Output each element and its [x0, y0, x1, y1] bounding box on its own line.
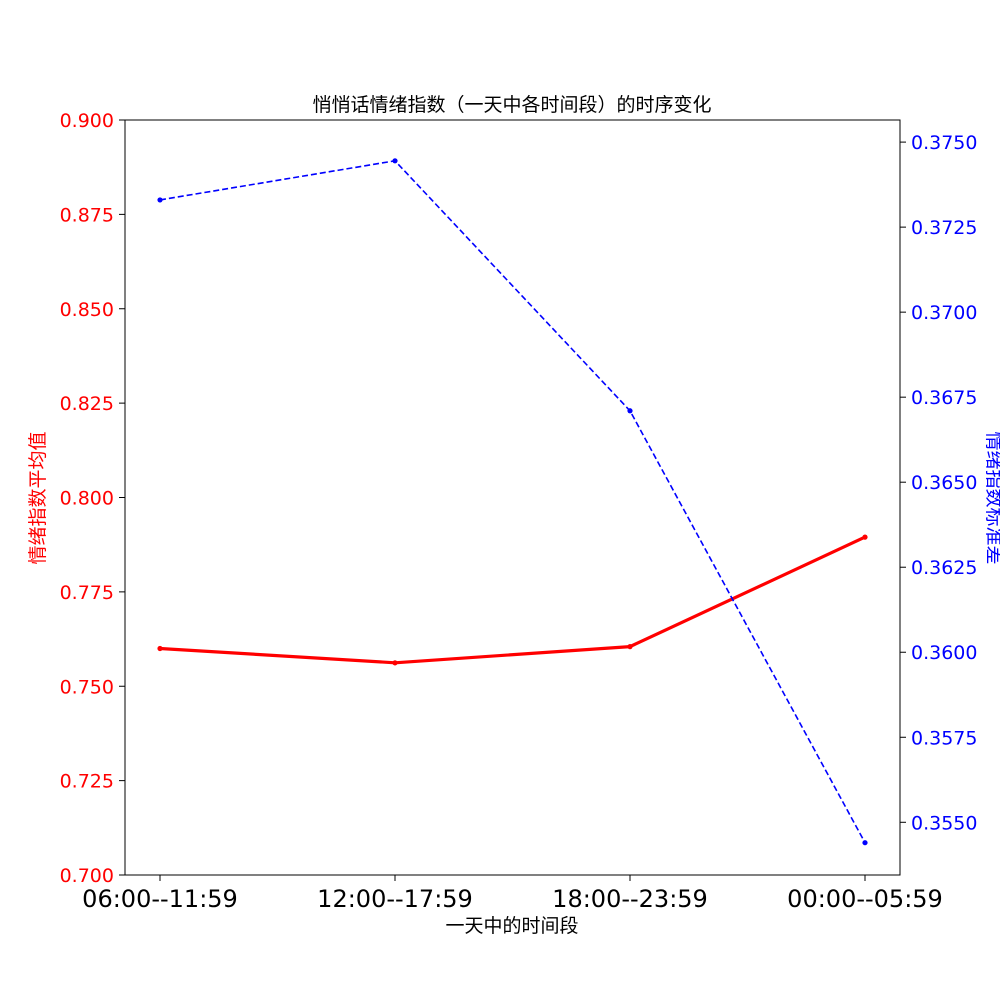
y-left-tick-label: 0.900	[60, 110, 114, 132]
y-right-tick-label: 0.3600	[911, 642, 977, 664]
y-axis-right: 0.3550 0.3575 0.3600 0.3625 0.3650 0.3675 0.37…	[900, 132, 977, 834]
y-left-tick-label: 0.700	[60, 865, 114, 887]
y-left-tick-label: 0.825	[60, 393, 114, 415]
x-tick-label: 18:00--23:59	[552, 885, 708, 913]
data-point-std	[392, 158, 398, 164]
y-right-tick-label: 0.3700	[911, 302, 977, 324]
y-right-tick-label: 0.3750	[911, 132, 977, 154]
y-left-tick-label: 0.775	[60, 582, 114, 604]
y-left-tick-label: 0.875	[60, 204, 114, 226]
y-right-tick-label: 0.3650	[911, 472, 977, 494]
x-tick-label: 00:00--05:59	[787, 885, 943, 913]
y-right-tick-label: 0.3550	[911, 812, 977, 834]
x-axis-label: 一天中的时间段	[445, 915, 578, 937]
plot-frame	[124, 119, 901, 876]
series-layer	[157, 158, 868, 846]
chart-title: 悄悄话情绪指数（一天中各时间段）的时序变化	[312, 94, 711, 116]
data-point-std	[862, 840, 868, 846]
y-left-tick-label: 0.800	[60, 488, 114, 510]
y-axis-left: 0.700 0.725 0.750 0.775 0.800 0.825 0.850 0.875…	[60, 110, 125, 887]
data-point-mean	[392, 660, 398, 666]
data-point-mean	[862, 534, 868, 540]
y-right-tick-label: 0.3625	[911, 557, 977, 579]
y-left-tick-label: 0.750	[60, 676, 114, 698]
y-left-axis-label: 情绪指数平均值	[27, 431, 49, 564]
y-left-tick-label: 0.725	[60, 771, 114, 793]
data-point-mean	[157, 645, 163, 652]
data-point-mean	[627, 644, 633, 650]
data-point-std	[157, 197, 163, 203]
series-line-std	[159, 160, 866, 844]
x-tick-label: 06:00--11:59	[82, 885, 238, 913]
y-right-axis-label: 情绪指数标准差	[983, 431, 1000, 564]
y-right-tick-label: 0.3725	[911, 217, 977, 239]
x-tick-label: 12:00--17:59	[317, 885, 473, 913]
y-right-tick-label: 0.3675	[911, 387, 977, 409]
data-point-std	[627, 408, 633, 414]
y-left-tick-label: 0.850	[60, 299, 114, 321]
x-axis: 06:00--11:59 12:00--17:59 18:00--23:59 00:0…	[82, 875, 943, 913]
series-line-mean	[159, 535, 866, 665]
y-right-tick-label: 0.3575	[911, 727, 977, 749]
